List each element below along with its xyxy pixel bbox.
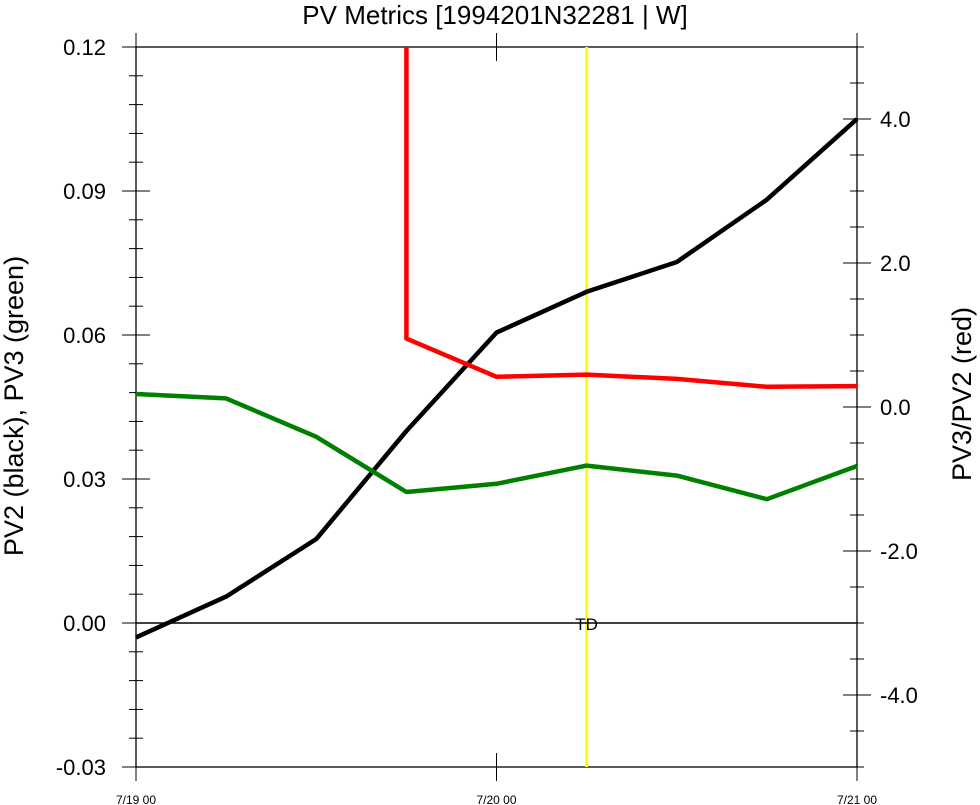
y2-tick-label: 0.0 xyxy=(880,395,911,420)
y-axis-right-label: PV3/PV2 (red) xyxy=(947,307,977,481)
plot-area: -0.03 0.00 0.03 0.06 0.09 0.12 -4.0 -2.0 0.0 2.0 4… xyxy=(56,33,918,805)
td-label: TD xyxy=(575,615,598,634)
series-line-2 xyxy=(404,47,858,390)
series-line-1 xyxy=(135,391,858,502)
series-line-0 xyxy=(135,117,859,640)
y-tick-label: 0.00 xyxy=(63,611,106,636)
y2-tick-label: 2.0 xyxy=(880,251,911,276)
x-tick-label: 7/19 00 xyxy=(116,793,156,805)
x-tick-label: 7/21 00 xyxy=(837,793,877,805)
y-tick-label: 0.12 xyxy=(63,35,106,60)
x-tick-label: 7/20 00 xyxy=(476,793,516,805)
y2-tick-label: 4.0 xyxy=(880,107,911,132)
chart-title: PV Metrics [1994201N32281 | W] xyxy=(302,0,687,30)
y-tick-label: -0.03 xyxy=(56,755,106,780)
y-axis-left-label: PV2 (black), PV3 (green) xyxy=(0,256,29,556)
y-tick-label: 0.09 xyxy=(63,179,106,204)
y-tick-label: 0.03 xyxy=(63,467,106,492)
y2-tick-label: -2.0 xyxy=(880,539,918,564)
y2-tick-label: -4.0 xyxy=(880,683,918,708)
y-tick-label: 0.06 xyxy=(63,323,106,348)
